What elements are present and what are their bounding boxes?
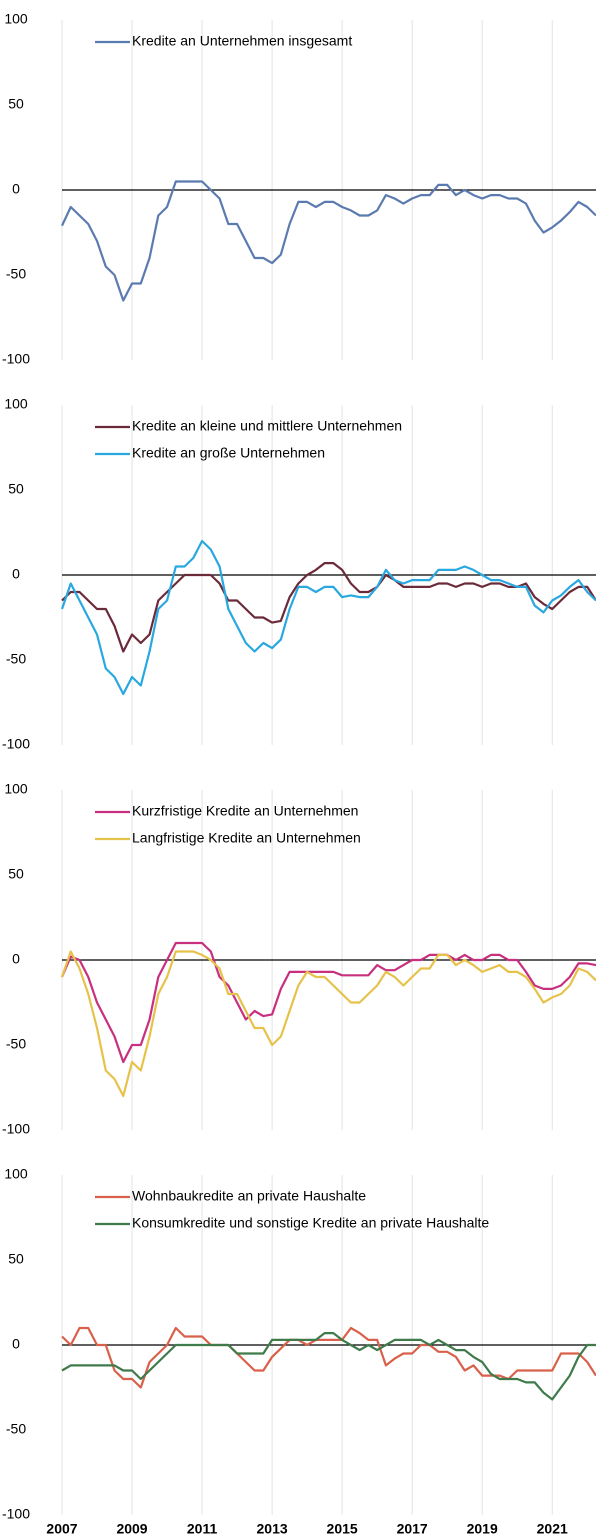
legend-label: Kredite an kleine und mittlere Unternehm… <box>132 418 402 434</box>
y-tick-label: -100 <box>2 1121 30 1137</box>
x-tick-label: 2019 <box>467 1521 498 1537</box>
y-tick-label: 0 <box>12 1336 20 1352</box>
legend-label: Langfristige Kredite an Unternehmen <box>132 830 361 846</box>
legend-label: Wohnbaukredite an private Haushalte <box>132 1188 366 1204</box>
x-tick-label: 2013 <box>257 1521 288 1537</box>
x-tick-label: 2015 <box>327 1521 358 1537</box>
y-tick-label: -50 <box>6 266 26 282</box>
legend-label: Konsumkredite und sonstige Kredite an pr… <box>132 1215 489 1231</box>
y-tick-label: 50 <box>8 866 24 882</box>
legend-label: Kredite an Unternehmen insgesamt <box>132 33 352 49</box>
legend-label: Kredite an große Unternehmen <box>132 445 325 461</box>
y-tick-label: 0 <box>12 951 20 967</box>
y-tick-label: -50 <box>6 651 26 667</box>
y-tick-label: 100 <box>4 781 28 797</box>
data-line <box>60 941 596 1064</box>
y-tick-label: 100 <box>4 396 28 412</box>
y-tick-label: 100 <box>4 11 28 27</box>
x-tick-label: 2021 <box>537 1521 568 1537</box>
data-line <box>61 562 596 653</box>
y-tick-label: 0 <box>12 181 20 197</box>
y-tick-label: -50 <box>6 1036 26 1052</box>
y-tick-label: -100 <box>2 1506 30 1522</box>
y-tick-label: -100 <box>2 736 30 752</box>
y-tick-label: 50 <box>8 481 24 497</box>
y-tick-label: 100 <box>4 1166 28 1182</box>
data-line <box>61 180 596 302</box>
y-tick-label: 50 <box>8 1251 24 1267</box>
data-line <box>60 950 596 1098</box>
x-tick-label: 2007 <box>46 1521 77 1537</box>
data-line <box>60 539 596 696</box>
data-line <box>61 1332 596 1401</box>
x-tick-label: 2011 <box>187 1521 218 1537</box>
legend-label: Kurzfristige Kredite an Unternehmen <box>132 803 358 819</box>
x-tick-label: 2009 <box>116 1521 147 1537</box>
y-tick-label: 50 <box>8 96 24 112</box>
y-tick-label: -50 <box>6 1421 26 1437</box>
y-tick-label: -100 <box>2 351 30 367</box>
x-tick-label: 2017 <box>397 1521 428 1537</box>
y-tick-label: 0 <box>12 566 20 582</box>
